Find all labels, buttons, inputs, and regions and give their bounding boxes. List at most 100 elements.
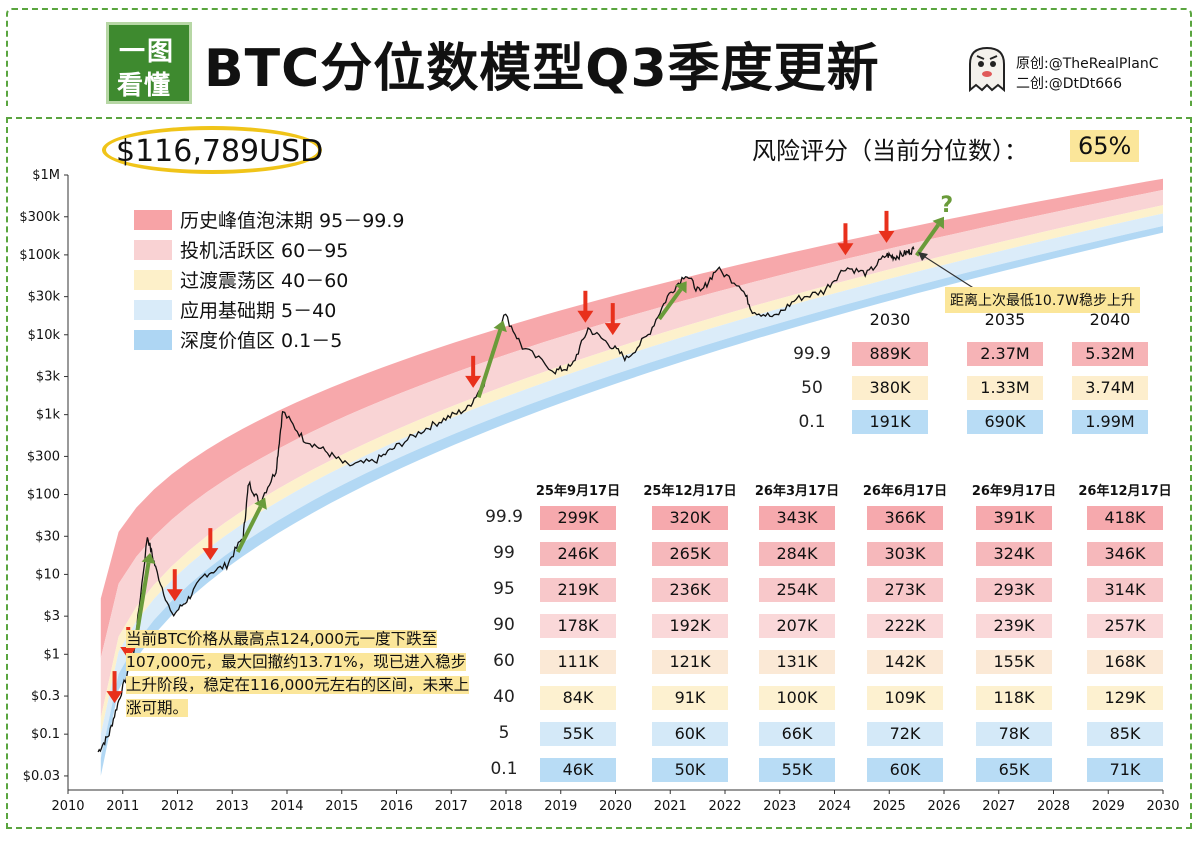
- quantile-label: 99.9: [485, 507, 523, 527]
- forecast-cell: 257K: [1087, 614, 1163, 638]
- forecast-cell: 109K: [867, 686, 943, 710]
- forecast-cell: 391K: [976, 506, 1052, 530]
- date-header: 26年12月17日: [1078, 484, 1172, 499]
- year-header: 2040: [1089, 310, 1131, 329]
- forecast-cell: 3.74M: [1072, 376, 1148, 400]
- forecast-cell: 380K: [852, 376, 928, 400]
- risk-score-label: 风险评分（当前分位数）：: [752, 137, 1028, 165]
- quantile-label: 60: [493, 651, 515, 671]
- forecast-cell: 50K: [652, 758, 728, 782]
- forecast-cell: 299K: [540, 506, 616, 530]
- forecast-cell: 121K: [652, 650, 728, 674]
- forecast-cell: 131K: [759, 650, 835, 674]
- date-header: 26年9月17日: [971, 484, 1057, 499]
- quantile-label: 99: [493, 543, 515, 563]
- forecast-cell: 690K: [967, 410, 1043, 434]
- page-title: BTC分位数模型Q3季度更新: [204, 39, 880, 99]
- legend-label: 投机活跃区 60－95: [180, 240, 349, 262]
- forecast-cell: 303K: [867, 542, 943, 566]
- forecast-cell: 293K: [976, 578, 1052, 602]
- main-frame: [6, 117, 1192, 829]
- forecast-cell: 65K: [976, 758, 1052, 782]
- forecast-cell: 192K: [652, 614, 728, 638]
- quantile-label: 50: [801, 378, 823, 398]
- date-header: 25年12月17日: [643, 484, 737, 499]
- forecast-cell: 55K: [540, 722, 616, 746]
- brand-logo: 一图 看懂: [106, 22, 192, 104]
- legend-swatch: [134, 240, 172, 260]
- forecast-cell: 60K: [652, 722, 728, 746]
- legend-label: 深度价值区 0.1－5: [180, 330, 343, 352]
- year-header: 2035: [984, 310, 1026, 329]
- risk-score-value: 65%: [1070, 130, 1140, 162]
- forecast-cell: 142K: [867, 650, 943, 674]
- forecast-cell: 324K: [976, 542, 1052, 566]
- credit-original: 原创:@TheRealPlanC: [1016, 56, 1159, 72]
- forecast-cell: 84K: [540, 686, 616, 710]
- forecast-cell: 2.37M: [967, 342, 1043, 366]
- distance-note: 距离上次最低10.7W稳步上升: [945, 287, 1141, 313]
- forecast-cell: 71K: [1087, 758, 1163, 782]
- forecast-cell: 418K: [1087, 506, 1163, 530]
- forecast-cell: 72K: [867, 722, 943, 746]
- forecast-cell: 91K: [652, 686, 728, 710]
- credit-second: 二创:@DtDt666: [1016, 76, 1122, 92]
- forecast-cell: 118K: [976, 686, 1052, 710]
- date-header: 26年3月17日: [754, 484, 840, 499]
- quantile-label: 0.1: [798, 412, 826, 432]
- forecast-cell: 60K: [867, 758, 943, 782]
- forecast-cell: 222K: [867, 614, 943, 638]
- legend-label: 应用基础期 5－40: [180, 300, 337, 322]
- legend-label: 历史峰值泡沫期 95－99.9: [180, 210, 405, 232]
- quantile-label: 0.1: [490, 759, 518, 779]
- legend-swatch: [134, 330, 172, 350]
- forecast-cell: 55K: [759, 758, 835, 782]
- price-annotation: 当前BTC价格从最高点124,000元一度下跌至107,000元，最大回撤约13…: [126, 628, 478, 720]
- forecast-cell: 1.33M: [967, 376, 1043, 400]
- forecast-cell: 129K: [1087, 686, 1163, 710]
- forecast-cell: 320K: [652, 506, 728, 530]
- forecast-cell: 168K: [1087, 650, 1163, 674]
- forecast-cell: 246K: [540, 542, 616, 566]
- forecast-cell: 178K: [540, 614, 616, 638]
- quantile-label: 40: [493, 687, 515, 707]
- ghost-mascot-icon: [969, 46, 1005, 93]
- legend-swatch: [134, 300, 172, 320]
- forecast-cell: 265K: [652, 542, 728, 566]
- date-header: 26年6月17日: [862, 484, 948, 499]
- forecast-cell: 889K: [852, 342, 928, 366]
- quantile-label: 95: [493, 579, 515, 599]
- forecast-cell: 78K: [976, 722, 1052, 746]
- forecast-cell: 343K: [759, 506, 835, 530]
- forecast-cell: 366K: [867, 506, 943, 530]
- legend-swatch: [134, 210, 172, 230]
- annotation-text: 当前BTC价格从最高点124,000元一度下跌至107,000元，最大回撤约13…: [126, 630, 470, 717]
- forecast-cell: 111K: [540, 650, 616, 674]
- logo-line2: 看懂: [117, 71, 172, 101]
- forecast-cell: 254K: [759, 578, 835, 602]
- legend-label: 过渡震荡区 40－60: [180, 270, 349, 292]
- forecast-cell: 284K: [759, 542, 835, 566]
- forecast-cell: 314K: [1087, 578, 1163, 602]
- year-header: 2030: [869, 310, 911, 329]
- forecast-cell: 100K: [759, 686, 835, 710]
- date-header: 25年9月17日: [535, 484, 621, 499]
- forecast-cell: 46K: [540, 758, 616, 782]
- header-frame: [6, 8, 1192, 106]
- forecast-cell: 236K: [652, 578, 728, 602]
- legend-swatch: [134, 270, 172, 290]
- forecast-cell: 155K: [976, 650, 1052, 674]
- quantile-label: 90: [493, 615, 515, 635]
- forecast-cell: 346K: [1087, 542, 1163, 566]
- quantile-label: 5: [498, 723, 510, 743]
- forecast-cell: 273K: [867, 578, 943, 602]
- current-price: $116,789USD: [116, 134, 324, 169]
- forecast-cell: 66K: [759, 722, 835, 746]
- forecast-cell: 239K: [976, 614, 1052, 638]
- forecast-cell: 207K: [759, 614, 835, 638]
- current-price-badge: $116,789USD: [102, 126, 324, 174]
- forecast-cell: 191K: [852, 410, 928, 434]
- credits: 原创:@TheRealPlanC 二创:@DtDt666: [1016, 54, 1159, 94]
- quantile-label: 99.9: [793, 344, 831, 364]
- forecast-cell: 1.99M: [1072, 410, 1148, 434]
